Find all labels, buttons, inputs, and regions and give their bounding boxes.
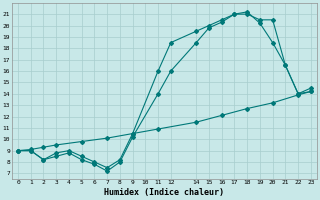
X-axis label: Humidex (Indice chaleur): Humidex (Indice chaleur) bbox=[104, 188, 224, 197]
